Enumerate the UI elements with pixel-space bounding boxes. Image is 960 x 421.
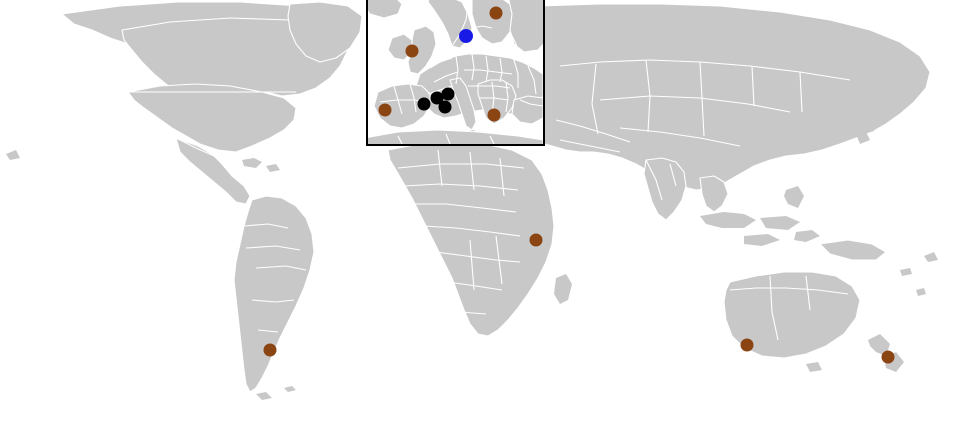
marker-inset-portugal[interactable] bbox=[378, 103, 392, 117]
marker-inset-italy-south[interactable] bbox=[438, 100, 452, 114]
marker-australia[interactable] bbox=[740, 338, 754, 352]
europe-inset-panel bbox=[366, 0, 545, 146]
marker-inset-spain[interactable] bbox=[417, 97, 431, 111]
marker-inset-britain[interactable] bbox=[405, 44, 419, 58]
marker-inset-finland[interactable] bbox=[489, 6, 503, 20]
marker-new-zealand[interactable] bbox=[881, 350, 895, 364]
marker-inset-italy-north[interactable] bbox=[441, 87, 455, 101]
marker-inset-greece[interactable] bbox=[487, 108, 501, 122]
marker-east-africa[interactable] bbox=[529, 233, 543, 247]
europe-inset-basemap bbox=[368, 0, 543, 144]
marker-inset-baltic[interactable] bbox=[459, 29, 473, 43]
country-borderlines bbox=[128, 2, 850, 340]
marker-south-america[interactable] bbox=[263, 343, 277, 357]
inset-country-borderlines bbox=[380, 6, 543, 144]
